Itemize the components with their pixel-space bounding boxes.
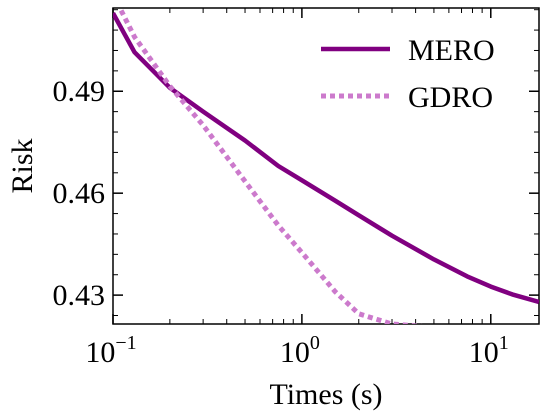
x-tick-labels: 10−1 100 101 (85, 332, 508, 369)
x-tick-label: 100 (280, 332, 320, 369)
legend-label-mero: MERO (408, 34, 495, 67)
plot-frame (112, 7, 540, 325)
y-tick-label: 0.46 (53, 177, 106, 210)
legend: MERO GDRO (321, 34, 495, 114)
y-axis-title: Risk (6, 138, 39, 193)
y-tick-label: 0.49 (53, 75, 106, 108)
legend-label-gdro: GDRO (408, 81, 493, 114)
minor-ticks (113, 8, 539, 324)
major-ticks (112, 8, 539, 324)
y-tick-label: 0.43 (53, 279, 106, 312)
x-tick-label: 10−1 (85, 332, 136, 369)
x-tick-label: 101 (469, 332, 509, 369)
series-lines (113, 8, 539, 324)
series-line-gdro (117, 8, 423, 324)
y-tick-labels: 0.43 0.46 0.49 (53, 75, 106, 312)
series-line-mero (113, 12, 539, 305)
x-axis-title: Times (s) (269, 378, 382, 411)
